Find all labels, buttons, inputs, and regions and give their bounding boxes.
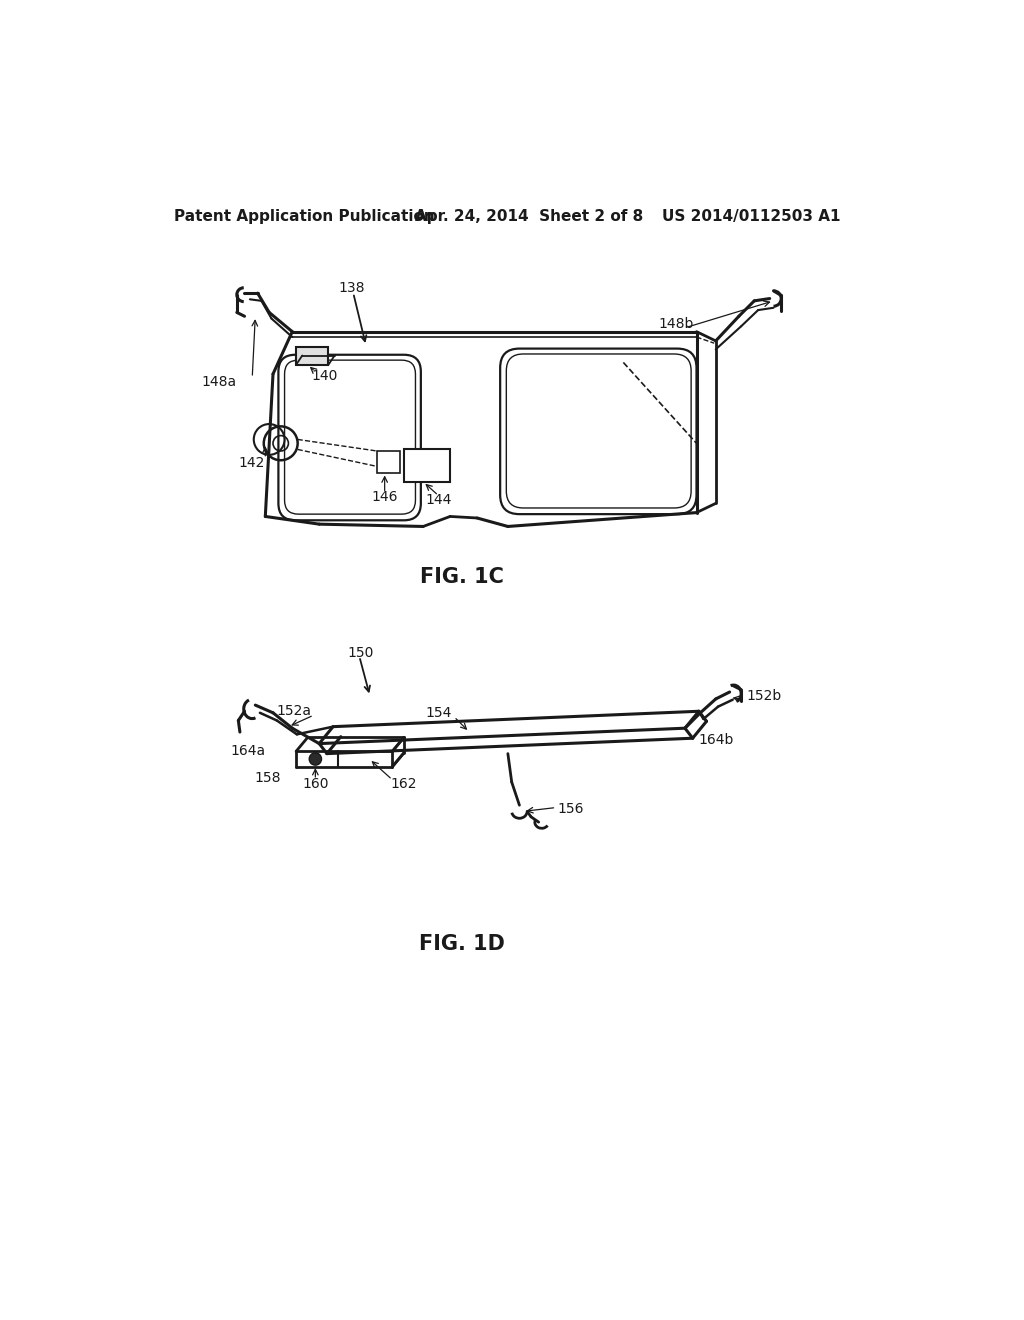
Text: 148b: 148b (658, 317, 693, 331)
Text: FIG. 1D: FIG. 1D (419, 933, 505, 954)
Circle shape (309, 752, 322, 766)
Text: 164a: 164a (230, 744, 265, 758)
Text: 142: 142 (239, 455, 265, 470)
Bar (377, 451, 400, 473)
Text: 152b: 152b (746, 689, 781, 702)
Text: 144: 144 (425, 492, 452, 507)
Text: 162: 162 (391, 776, 417, 791)
Text: 154: 154 (425, 706, 452, 719)
Text: US 2014/0112503 A1: US 2014/0112503 A1 (662, 209, 841, 223)
Text: 158: 158 (254, 771, 281, 785)
Text: 152a: 152a (276, 705, 311, 718)
Text: Apr. 24, 2014  Sheet 2 of 8: Apr. 24, 2014 Sheet 2 of 8 (416, 209, 644, 223)
Text: 138: 138 (339, 281, 365, 294)
Text: 150: 150 (348, 645, 374, 660)
Text: 156: 156 (558, 803, 585, 816)
Text: 164b: 164b (698, 733, 734, 747)
Text: 160: 160 (302, 776, 329, 791)
Bar (403, 450, 451, 482)
Text: FIG. 1C: FIG. 1C (420, 566, 504, 586)
Text: 140: 140 (311, 368, 338, 383)
Text: 148a: 148a (202, 375, 237, 388)
Text: Patent Application Publication: Patent Application Publication (174, 209, 435, 223)
Bar (296, 347, 329, 364)
Text: 146: 146 (372, 490, 398, 504)
